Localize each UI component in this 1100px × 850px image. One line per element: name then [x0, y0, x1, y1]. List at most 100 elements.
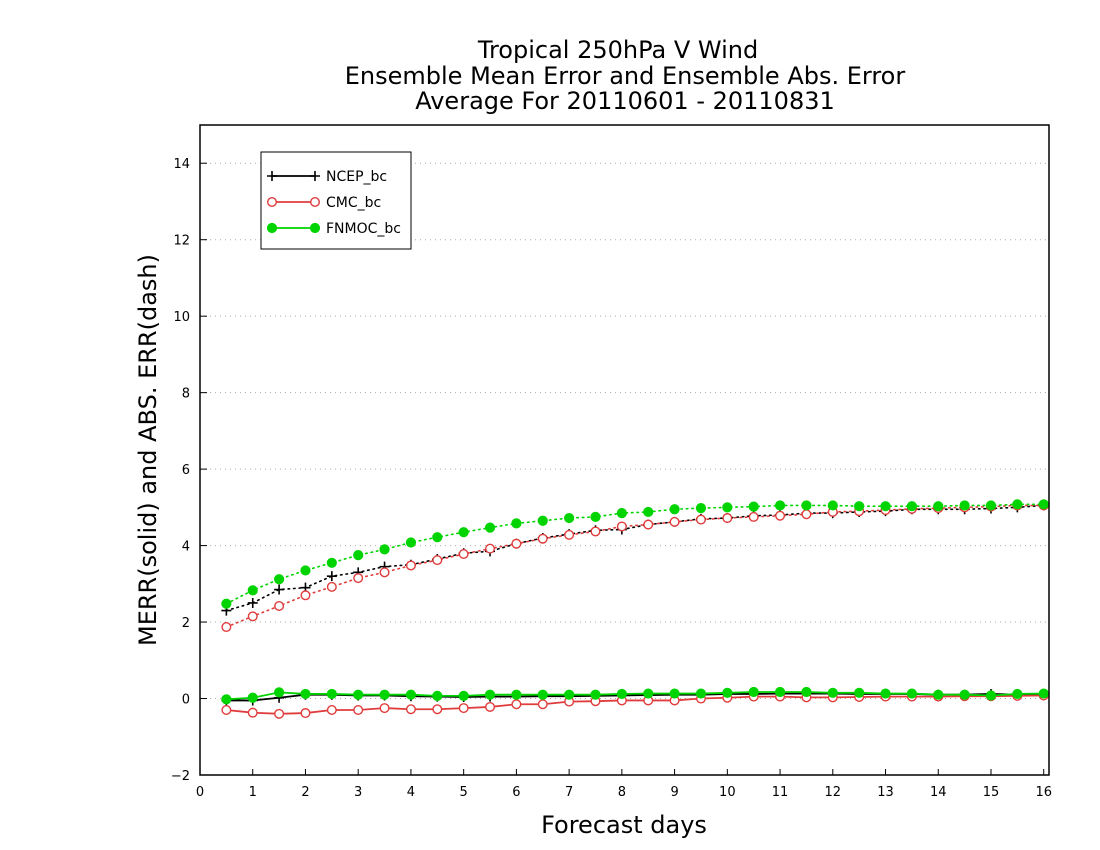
data-point — [880, 688, 891, 699]
data-point — [801, 686, 812, 698]
data-point — [854, 687, 865, 698]
data-point — [310, 196, 321, 207]
data-point — [827, 500, 838, 511]
y-tick-label: 12 — [173, 234, 190, 249]
data-point — [564, 689, 575, 700]
data-point — [1012, 499, 1023, 510]
data-point — [379, 689, 390, 700]
y-tick-label: 8 — [182, 387, 190, 402]
data-point — [748, 501, 759, 512]
y-axis-label: MERR(solid) and ABS. ERR(dash) — [134, 254, 162, 646]
data-point — [774, 500, 786, 511]
data-point — [722, 513, 733, 524]
data-point — [643, 519, 654, 530]
data-point — [669, 688, 680, 699]
legend-label: FNMOC_bc — [326, 221, 401, 237]
data-point — [326, 705, 337, 716]
y-tick-label: 14 — [173, 157, 190, 172]
data-point — [933, 501, 944, 512]
data-point — [405, 689, 417, 700]
x-tick-label: 2 — [301, 785, 309, 800]
data-point — [353, 550, 364, 561]
data-point — [247, 692, 258, 703]
y-tick-label: 10 — [173, 310, 190, 325]
x-tick-label: 8 — [618, 785, 626, 800]
x-tick-label: 16 — [1035, 785, 1052, 800]
data-point — [564, 512, 575, 524]
legend-entry: CMC_bc — [267, 195, 381, 211]
data-point — [511, 538, 522, 549]
data-point — [300, 688, 311, 700]
data-point — [880, 501, 891, 512]
legend-label: NCEP_bc — [326, 169, 387, 185]
x-tick-label: 3 — [354, 785, 362, 800]
x-tick-label: 6 — [512, 785, 520, 800]
data-point — [1012, 688, 1023, 700]
data-point — [801, 509, 812, 520]
data-point — [906, 688, 917, 699]
data-point — [537, 515, 548, 526]
data-point — [326, 571, 337, 582]
data-point — [353, 573, 364, 584]
y-tick-label: 6 — [182, 463, 190, 478]
data-point — [247, 597, 258, 608]
y-tick-label: 2 — [182, 616, 190, 631]
data-point — [537, 533, 548, 544]
data-point — [1038, 688, 1049, 699]
legend: NCEP_bc CMC_bc FNMOC_bc — [260, 151, 412, 250]
data-point — [432, 690, 443, 701]
x-tick-label: 13 — [877, 785, 894, 800]
legend-entries: NCEP_bc CMC_bc FNMOC_bc — [266, 169, 401, 237]
data-point — [247, 707, 258, 718]
data-point — [748, 511, 759, 522]
data-point — [309, 222, 321, 234]
plot-frame — [199, 124, 1050, 776]
data-point — [801, 500, 812, 511]
legend-label: CMC_bc — [326, 195, 381, 211]
data-point — [247, 611, 258, 622]
data-point — [616, 521, 627, 532]
data-point — [379, 544, 390, 555]
data-point — [774, 686, 786, 698]
data-point — [748, 686, 759, 698]
data-point — [669, 516, 680, 527]
data-point — [695, 514, 706, 525]
data-point — [643, 506, 654, 518]
data-point — [511, 518, 522, 529]
data-point — [300, 708, 311, 719]
data-point — [485, 543, 496, 554]
data-point — [267, 196, 278, 207]
data-point — [379, 567, 390, 578]
data-point — [511, 689, 522, 700]
data-point — [985, 690, 997, 701]
data-point — [274, 708, 285, 719]
data-point — [643, 688, 654, 699]
data-point — [266, 222, 278, 234]
data-point — [353, 689, 364, 700]
data-point — [432, 532, 443, 543]
x-tick-label: 4 — [407, 785, 415, 800]
data-point — [458, 703, 469, 714]
data-point — [1038, 499, 1049, 510]
data-point — [300, 565, 311, 576]
data-point — [326, 688, 337, 700]
data-point — [959, 689, 970, 700]
data-point — [537, 699, 548, 710]
x-tick-label: 7 — [565, 785, 573, 800]
data-point — [326, 557, 337, 568]
x-tick-label: 5 — [460, 785, 468, 800]
y-axis-ticks: −2 0 2 4 6 8 10 12 14 — [171, 157, 207, 784]
data-point — [959, 500, 970, 511]
x-tick-label: 10 — [719, 785, 736, 800]
legend-box — [260, 151, 412, 250]
data-point — [221, 598, 232, 609]
title-line-1: Tropical 250hPa V Wind — [477, 36, 758, 64]
data-point — [485, 701, 496, 712]
data-point — [221, 694, 232, 705]
data-point — [458, 690, 469, 701]
x-tick-label: 11 — [772, 785, 789, 800]
data-point — [379, 703, 390, 714]
legend-entry: NCEP_bc — [267, 169, 387, 185]
data-point — [267, 171, 277, 181]
data-point — [695, 503, 707, 514]
